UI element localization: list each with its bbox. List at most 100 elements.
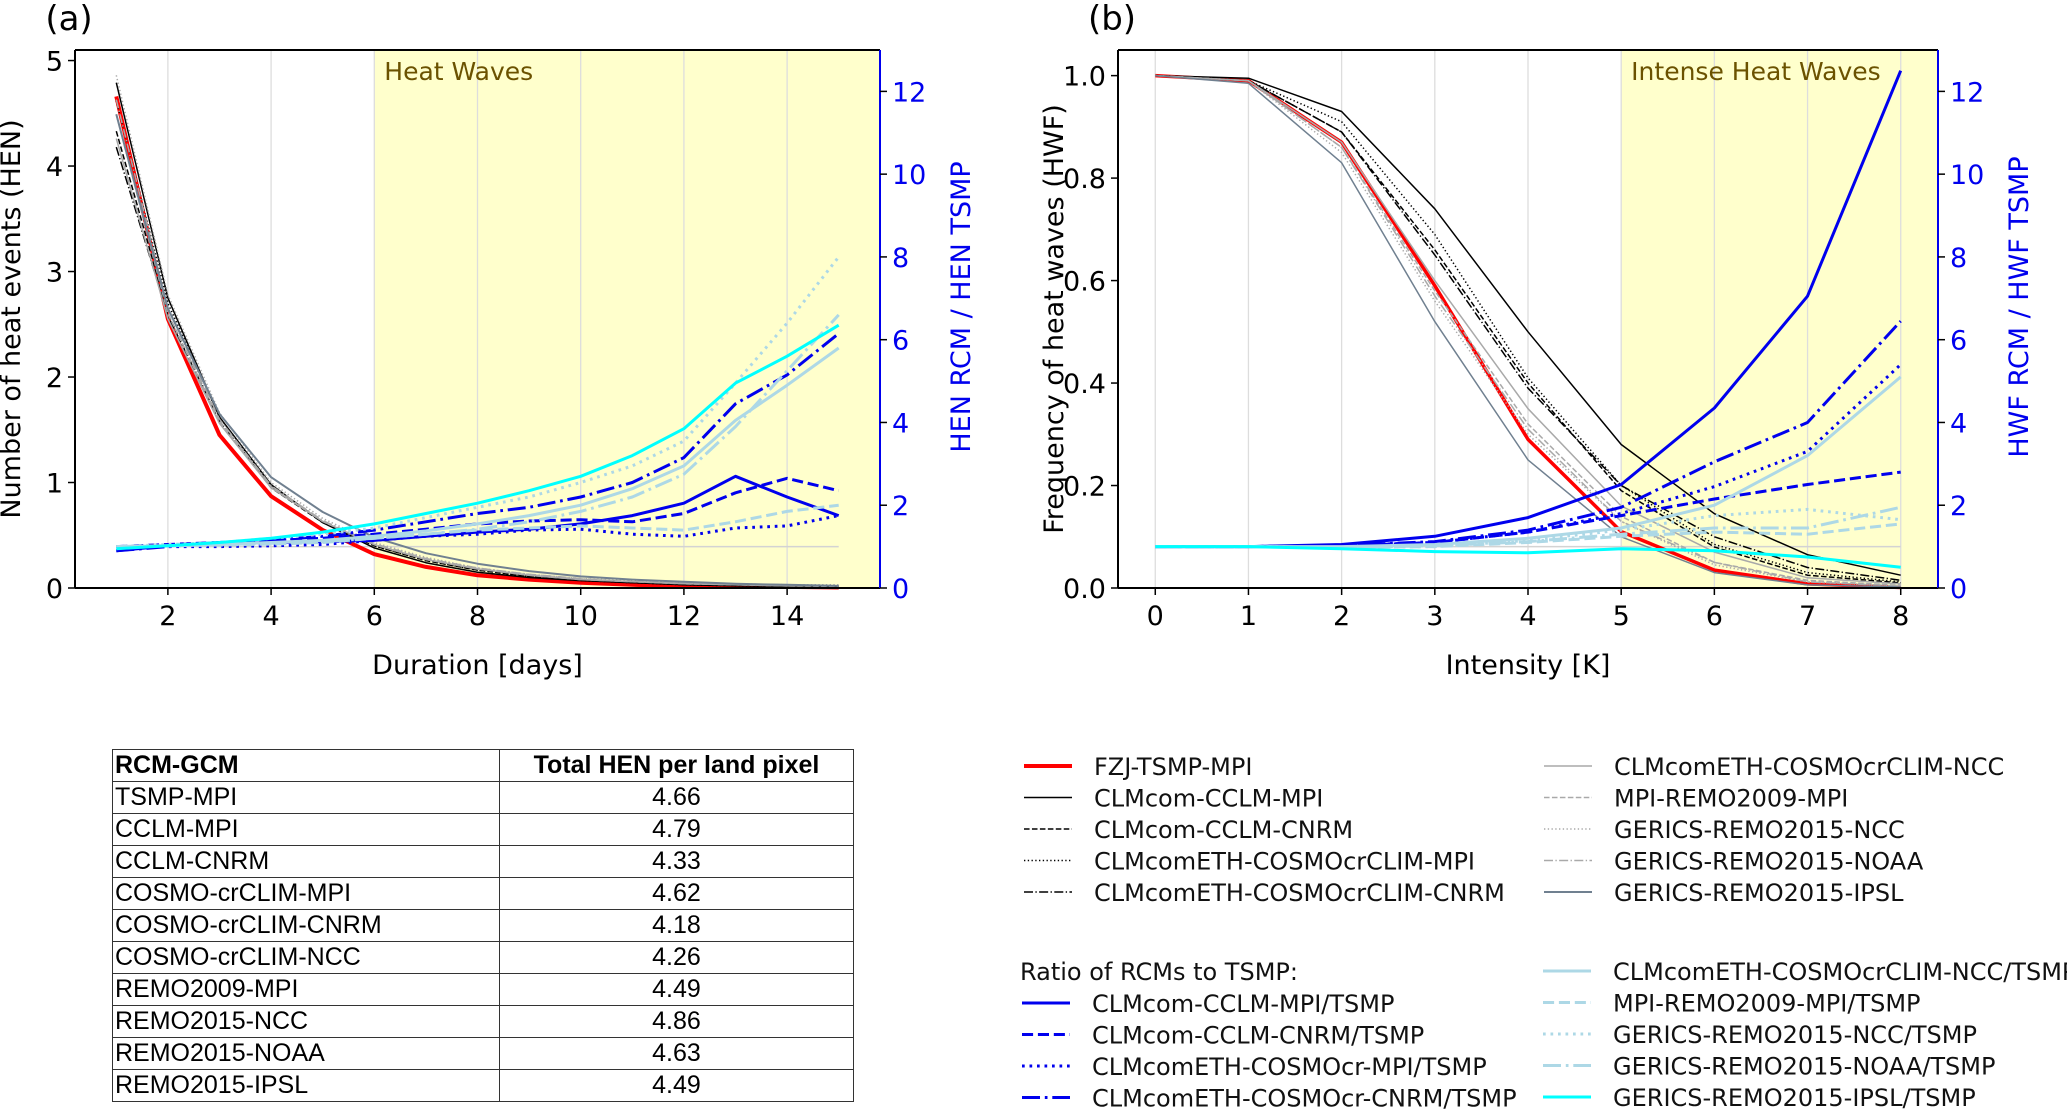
- x-axis-title: Intensity [K]: [1446, 650, 1611, 681]
- series-line-clmcometh-cosmocrclim-mpi: [115, 100, 839, 588]
- table-cell-model: TSMP-MPI: [112, 781, 500, 814]
- x-tick-label: 3: [1426, 601, 1443, 632]
- legend-label: MPI-REMO2009-MPI: [1614, 785, 1848, 813]
- table-row: TSMP-MPI 4.66: [112, 781, 854, 814]
- table-row: CCLM-MPI 4.79: [112, 813, 854, 846]
- series-line-gerics-remo2015-noaa: [1155, 74, 1901, 587]
- series-line-gerics-remo2015-ipsl: [115, 114, 839, 587]
- series-line-clmcometh-cosmocrclim-mpi: [1155, 74, 1901, 583]
- x-tick-label: 2: [1333, 601, 1350, 632]
- panel-label: (b): [1088, 0, 1136, 39]
- series-line-clmcometh-cosmocrclim-ncc: [1155, 74, 1901, 585]
- y-tick-label: 0.8: [1063, 164, 1106, 195]
- table-row: REMO2009-MPI 4.49: [112, 973, 854, 1006]
- legend-ratio-title: Ratio of RCMs to TSMP:: [1020, 958, 1298, 986]
- y2-tick-label: 8: [892, 243, 909, 274]
- y-tick-label: 0: [46, 574, 63, 605]
- y2-tick-label: 2: [892, 491, 909, 522]
- y2-tick-label: 0: [892, 574, 909, 605]
- shaded-region: [1621, 50, 1938, 588]
- table-row: COSMO-crCLIM-MPI 4.62: [112, 877, 854, 910]
- y2-tick-label: 10: [892, 160, 926, 191]
- legend-label: CLMcomETH-COSMOcrCLIM-NCC: [1614, 753, 2004, 781]
- legend-label: CLMcomETH-COSMOcrCLIM-NCC/TSMP: [1613, 958, 2067, 986]
- x-axis-title: Duration [days]: [372, 650, 583, 681]
- table-cell-total-hen: 4.49: [499, 973, 854, 1006]
- y2-tick-label: 4: [1950, 408, 1967, 439]
- legend-label: CLMcomETH-COSMOcrCLIM-MPI: [1094, 848, 1475, 876]
- series-line-clmcometh-cosmocrclim-cnrm: [1155, 74, 1901, 582]
- legend-label: CLMcomETH-COSMOcr-CNRM/TSMP: [1092, 1085, 1517, 1113]
- legend-label: FZJ-TSMP-MPI: [1094, 753, 1252, 781]
- shaded-region-label: Heat Waves: [384, 57, 533, 86]
- y-tick-label: 0.6: [1063, 267, 1106, 298]
- series-line-gerics-remo2015-ipsl: [1155, 74, 1901, 588]
- y-axis-title: Frequency of heat waves (HWF): [1039, 104, 1070, 534]
- table-cell-model: COSMO-crCLIM-CNRM: [112, 909, 500, 942]
- series-line-clmcometh-cosmocr-mpi-tsmp: [1155, 363, 1902, 549]
- series-line-gerics-remo2015-ipsl-tsmp: [1155, 545, 1901, 569]
- table-cell-model: REMO2015-NCC: [112, 1005, 500, 1038]
- x-tick-label: 7: [1799, 601, 1816, 632]
- y-tick-label: 0.4: [1063, 369, 1106, 400]
- table-header-rcm-gcm: RCM-GCM: [112, 749, 500, 782]
- legend-label: GERICS-REMO2015-IPSL/TSMP: [1613, 1084, 1976, 1112]
- y2-tick-label: 6: [1950, 326, 1967, 357]
- table-cell-total-hen: 4.33: [499, 845, 854, 878]
- table-cell-total-hen: 4.26: [499, 941, 854, 974]
- legend-label: CLMcom-CCLM-CNRM/TSMP: [1092, 1022, 1424, 1050]
- x-tick-label: 1: [1240, 601, 1257, 632]
- series-line-clmcom-cclm-mpi: [1155, 74, 1901, 576]
- table-header-row: RCM-GCM Total HEN per land pixel: [112, 749, 854, 782]
- x-tick-label: 8: [1892, 601, 1909, 632]
- table-cell-model: REMO2015-IPSL: [112, 1069, 500, 1102]
- legend-label: CLMcomETH-COSMOcr-MPI/TSMP: [1092, 1053, 1487, 1081]
- legend-label: MPI-REMO2009-MPI/TSMP: [1613, 990, 1921, 1018]
- table-row: REMO2015-NOAA 4.63: [112, 1037, 854, 1070]
- table-cell-model: REMO2009-MPI: [112, 973, 500, 1006]
- table-cell-total-hen: 4.62: [499, 877, 854, 910]
- y2-tick-label: 6: [892, 326, 909, 357]
- x-tick-label: 8: [469, 601, 486, 632]
- shaded-region-label: Intense Heat Waves: [1631, 57, 1881, 86]
- legend-label: CLMcom-CCLM-MPI: [1094, 785, 1323, 813]
- y-tick-label: 5: [46, 47, 63, 78]
- table-row: COSMO-crCLIM-NCC 4.26: [112, 941, 854, 974]
- series-line-clmcom-cclm-mpi: [115, 82, 839, 588]
- y2-tick-label: 4: [892, 408, 909, 439]
- table-row: REMO2015-IPSL 4.49: [112, 1069, 854, 1102]
- series-line-mpi-remo2009-mpi: [115, 114, 839, 588]
- y-tick-label: 1: [46, 469, 63, 500]
- y2-axis-title: HWF RCM / HWF TSMP: [2004, 156, 2035, 457]
- series-line-clmcom-cclm-cnrm-tsmp: [1155, 470, 1901, 549]
- y-tick-label: 4: [46, 152, 63, 183]
- y-tick-label: 0.0: [1063, 574, 1106, 605]
- series-line-gerics-remo2015-ncc: [1155, 74, 1901, 587]
- x-tick-label: 10: [564, 601, 598, 632]
- table-row: CCLM-CNRM 4.33: [112, 845, 854, 878]
- series-line-gerics-remo2015-ncc-tsmp: [1155, 507, 1901, 549]
- series-line-mpi-remo2009-mpi-tsmp: [116, 503, 839, 549]
- series-line-gerics-remo2015-ipsl-tsmp: [116, 323, 840, 551]
- legend-label: GERICS-REMO2015-NCC: [1614, 816, 1905, 844]
- table-header-total-hen: Total HEN per land pixel: [499, 749, 854, 782]
- x-tick-label: 0: [1147, 601, 1164, 632]
- hen-summary-table: RCM-GCM Total HEN per land pixel TSMP-MP…: [112, 749, 854, 1102]
- table-cell-model: CCLM-MPI: [112, 813, 500, 846]
- table-cell-model: COSMO-crCLIM-NCC: [112, 941, 500, 974]
- y2-tick-label: 2: [1950, 491, 1967, 522]
- legend-label: CLMcom-CCLM-MPI/TSMP: [1092, 990, 1394, 1018]
- y2-tick-label: 8: [1950, 243, 1967, 274]
- series-line-gerics-remo2015-noaa: [115, 99, 839, 587]
- y2-axis-title: HEN RCM / HEN TSMP: [946, 161, 977, 452]
- x-tick-label: 6: [366, 601, 383, 632]
- legend: FZJ-TSMP-MPI CLMcom-CCLM-MPI CLMcom-CCLM-C…: [1020, 753, 2067, 1113]
- x-tick-label: 6: [1706, 601, 1723, 632]
- x-tick-label: 2: [159, 601, 176, 632]
- series-line-fzj-tsmp-mpi: [114, 95, 839, 590]
- legend-label: CLMcom-CCLM-CNRM: [1094, 816, 1353, 844]
- series-line-gerics-remo2015-noaa-tsmp: [116, 313, 840, 549]
- legend-label: GERICS-REMO2015-NOAA: [1614, 848, 1924, 876]
